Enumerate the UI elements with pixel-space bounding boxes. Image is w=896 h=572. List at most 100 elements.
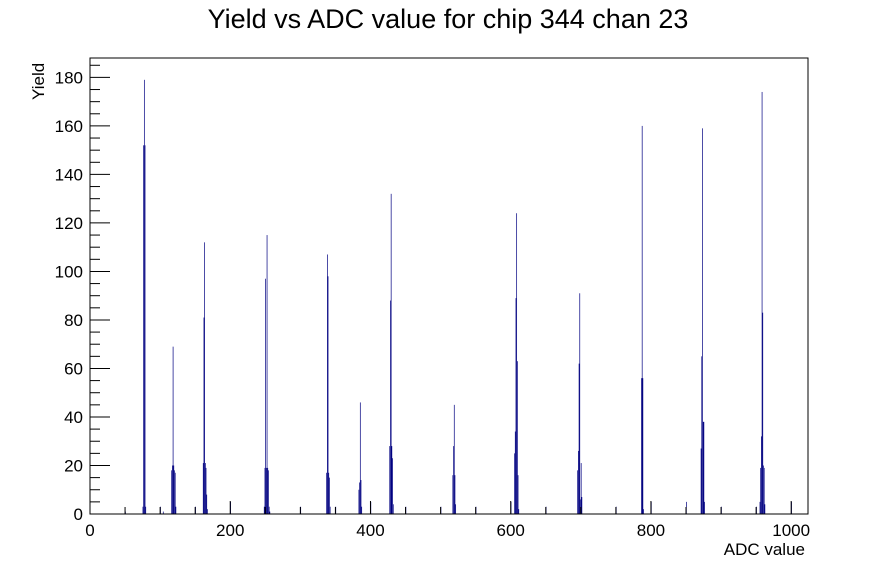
- histogram-bar: [759, 501, 761, 514]
- histogram-bar: [702, 421, 704, 514]
- y-tick-label: 120: [55, 214, 83, 233]
- x-tick-label: 0: [85, 521, 94, 540]
- histogram-bar: [326, 472, 327, 514]
- histogram-bar: [203, 317, 205, 514]
- histogram-bar: [268, 506, 270, 514]
- histogram-bar: [263, 506, 265, 514]
- histogram-bar: [702, 128, 703, 514]
- y-tick-label: 60: [64, 359, 83, 378]
- histogram-bar: [174, 472, 176, 514]
- histogram-bar: [761, 436, 762, 514]
- histogram-bar: [763, 465, 764, 514]
- x-tick-label: 1000: [772, 521, 810, 540]
- histogram-bar: [267, 467, 269, 514]
- histogram-bar: [453, 404, 455, 514]
- histogram-bar: [577, 470, 579, 514]
- histogram-bar: [172, 346, 174, 514]
- histogram-bar: [703, 421, 705, 514]
- histogram-bar: [327, 276, 329, 514]
- histogram-bar: [171, 470, 173, 514]
- y-tick-label: 20: [64, 456, 83, 475]
- histogram-bar: [515, 298, 517, 514]
- histogram-bar: [361, 506, 363, 514]
- histogram-bar: [266, 235, 268, 514]
- histogram-bar: [452, 475, 454, 514]
- histogram-bar: [392, 504, 394, 514]
- histogram-bar: [454, 475, 456, 514]
- histogram-bar: [329, 506, 331, 514]
- chart-title: Yield vs ADC value for chip 344 chan 23: [208, 4, 689, 34]
- histogram-bar: [580, 463, 582, 514]
- y-tick-label: 40: [64, 408, 83, 427]
- histogram-bar: [391, 446, 393, 514]
- histogram-bar: [358, 489, 360, 514]
- histogram-bar: [643, 509, 644, 514]
- y-tick-label: 180: [55, 68, 83, 87]
- y-tick-label: 100: [55, 262, 83, 281]
- histogram-bar: [761, 91, 763, 515]
- histogram-bar: [145, 506, 147, 514]
- histogram-bar: [760, 467, 762, 514]
- histogram-bar: [327, 254, 328, 514]
- histogram-bar: [642, 378, 644, 514]
- histogram-bar: [392, 458, 393, 514]
- histogram-bar: [763, 467, 765, 514]
- histogram-bar: [389, 446, 391, 514]
- histogram-bar: [202, 463, 204, 514]
- x-axis-label: ADC value: [724, 540, 805, 559]
- histogram-bar: [455, 504, 457, 514]
- histogram-bar: [265, 278, 266, 514]
- histogram-bars: [125, 79, 792, 515]
- x-tick-label: 600: [497, 521, 525, 540]
- y-tick-label: 160: [55, 117, 83, 136]
- y-axis: 0 20 40 60 80 100 120 140 160 180: [55, 64, 110, 524]
- histogram-bar: [762, 312, 764, 514]
- x-tick-label: 800: [637, 521, 665, 540]
- x-axis: 0 200 400 600 800 1000: [85, 501, 810, 540]
- histogram-bar: [580, 499, 581, 514]
- histogram-bar: [390, 300, 391, 514]
- histogram-bar: [360, 480, 362, 514]
- histogram-bar: [174, 470, 175, 514]
- histogram-bar: [518, 509, 520, 514]
- histogram-bar: [264, 467, 266, 514]
- histogram-bar: [359, 402, 361, 514]
- y-tick-label: 140: [55, 165, 83, 184]
- histogram-bar: [329, 477, 330, 514]
- histogram-bar: [581, 497, 583, 514]
- histogram-bar: [269, 511, 271, 514]
- histogram-bar: [453, 446, 454, 514]
- histogram-bar: [517, 361, 518, 514]
- histogram-bar: [172, 465, 173, 514]
- histogram-bar: [173, 465, 175, 514]
- histogram-bar: [704, 501, 705, 514]
- histogram-bar: [641, 125, 643, 514]
- histogram-bar: [516, 213, 518, 515]
- histogram-bar: [204, 463, 206, 514]
- histogram-bar: [143, 79, 145, 514]
- histogram-bar: [514, 453, 515, 514]
- histogram-bar: [517, 475, 519, 514]
- histogram-bar: [205, 467, 207, 514]
- y-axis-label: Yield: [29, 63, 48, 100]
- x-tick-label: 200: [216, 521, 244, 540]
- histogram-bar: [162, 511, 164, 514]
- histogram-bar: [207, 509, 208, 514]
- histogram-bar: [701, 356, 703, 514]
- histogram-bar: [206, 494, 208, 514]
- histogram-bar: [175, 506, 177, 514]
- x-tick-label: 400: [356, 521, 384, 540]
- histogram-bar: [579, 293, 581, 514]
- histogram-bar: [204, 242, 205, 514]
- y-tick-label: 80: [64, 311, 83, 330]
- histogram-bar: [143, 145, 144, 514]
- histogram-bar: [265, 467, 267, 514]
- histogram-bar: [641, 378, 642, 514]
- histogram-bar: [700, 448, 702, 514]
- histogram-bar: [390, 193, 392, 514]
- histogram-bar: [514, 431, 516, 514]
- histogram-bar: [328, 472, 330, 514]
- histogram-bar: [268, 470, 269, 514]
- plot-frame: [89, 57, 809, 515]
